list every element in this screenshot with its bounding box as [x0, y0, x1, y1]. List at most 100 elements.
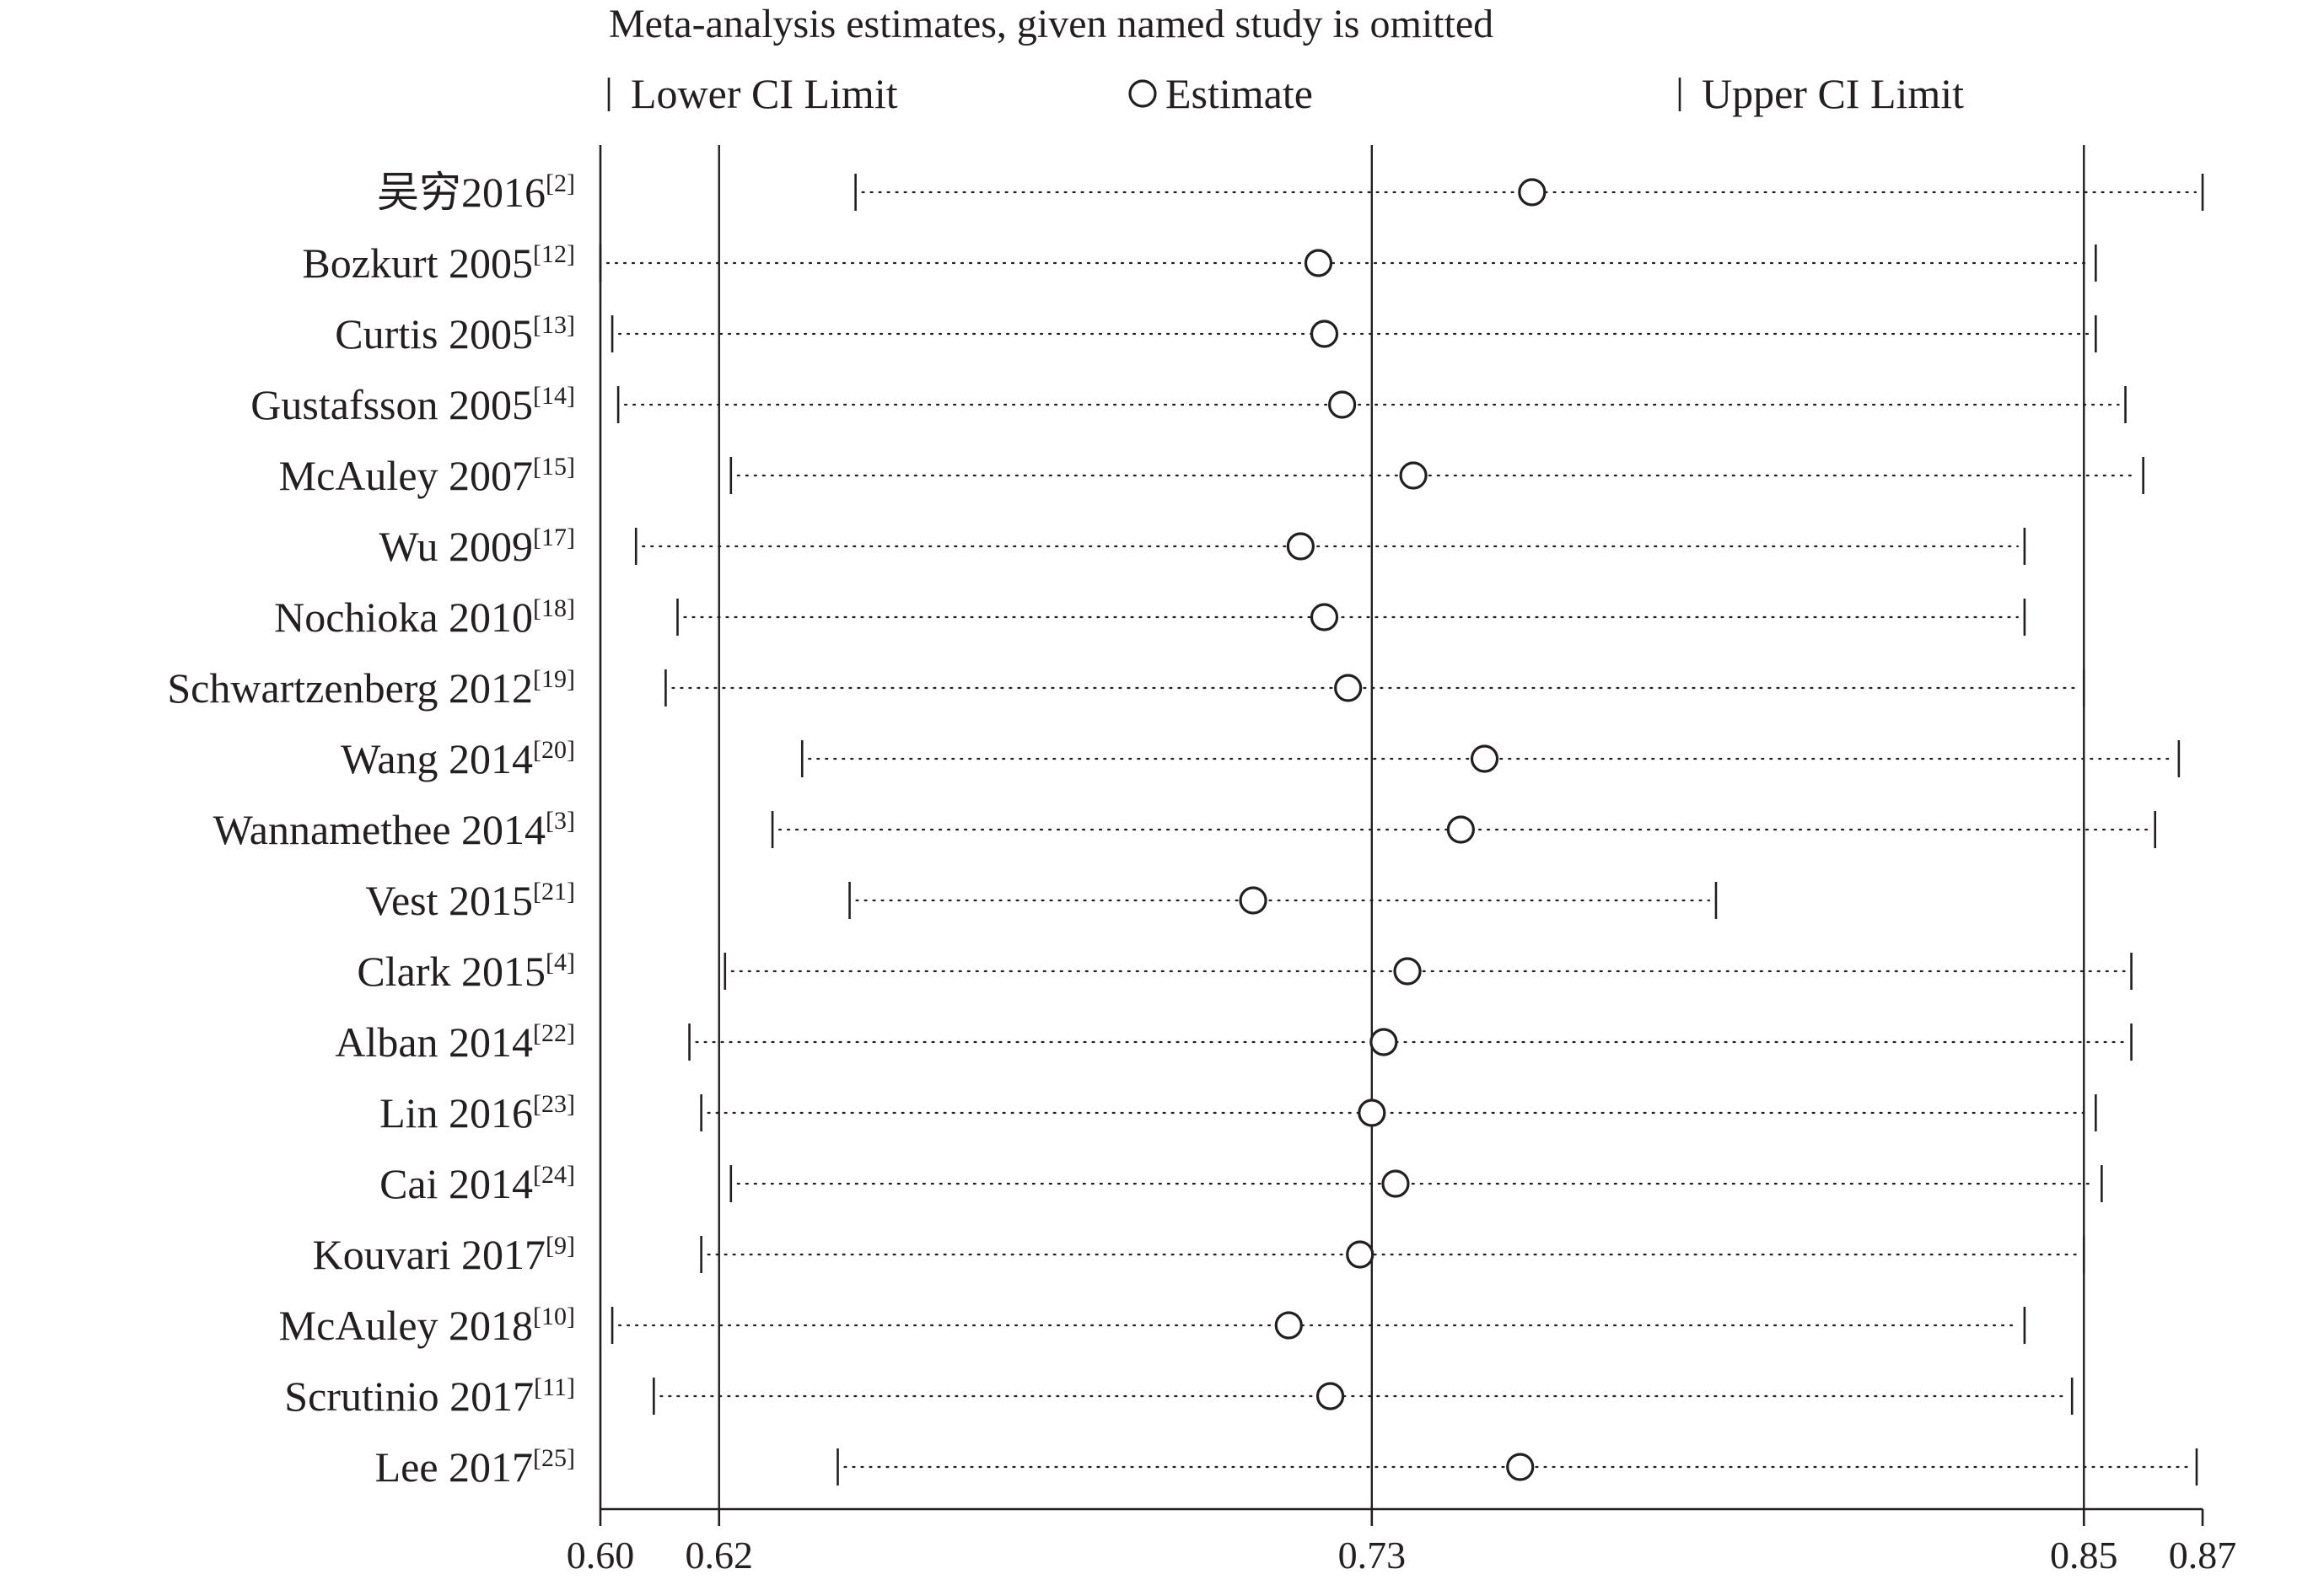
study-ref-15: [9] — [546, 1232, 575, 1260]
study-ref-1: [12] — [533, 240, 575, 268]
study-name-17: Scrutinio 2017 — [284, 1373, 534, 1420]
study-label-2: Curtis 2005[13] — [335, 310, 575, 357]
estimate-point-5 — [1286, 532, 1315, 561]
study-ref-18: [25] — [533, 1444, 575, 1472]
study-label-13: Lin 2016[23] — [379, 1089, 575, 1136]
study-name-4: McAuley 2007 — [279, 452, 533, 499]
study-ref-2: [13] — [533, 311, 575, 339]
study-row-2: Curtis 2005[13] — [335, 310, 2097, 357]
x-tick-label-0: 0.60 — [567, 1534, 635, 1577]
study-row-15: Kouvari 2017[9] — [313, 1231, 2085, 1278]
study-label-7: Schwartzenberg 2012[19] — [167, 664, 575, 712]
study-label-11: Clark 2015[4] — [357, 948, 575, 995]
x-tick-label-1: 0.62 — [685, 1534, 753, 1577]
study-ref-7: [19] — [533, 665, 575, 693]
study-label-6: Nochioka 2010[18] — [274, 594, 575, 641]
estimate-point-1 — [1304, 249, 1333, 277]
estimate-point-14 — [1381, 1169, 1410, 1198]
estimate-point-17 — [1315, 1382, 1345, 1410]
study-ref-0: [2] — [546, 169, 575, 197]
study-name-0: 吴穷2016 — [377, 169, 546, 216]
study-ref-9: [3] — [546, 807, 575, 835]
estimate-point-15 — [1346, 1240, 1374, 1269]
study-name-16: McAuley 2018 — [279, 1302, 533, 1349]
estimate-point-12 — [1369, 1028, 1398, 1056]
estimate-point-8 — [1470, 744, 1499, 773]
estimate-point-13 — [1358, 1099, 1386, 1127]
estimate-point-11 — [1393, 957, 1422, 986]
study-name-1: Bozkurt 2005 — [302, 239, 533, 287]
estimate-point-9 — [1446, 815, 1475, 844]
estimate-point-2 — [1310, 320, 1339, 348]
legend: Lower CI Limit Estimate Upper CI Limit — [607, 70, 1964, 117]
estimate-point-10 — [1239, 886, 1267, 915]
study-label-15: Kouvari 2017[9] — [313, 1231, 575, 1278]
study-name-8: Wang 2014 — [341, 735, 533, 782]
study-label-0: 吴穷2016[2] — [377, 169, 575, 216]
study-ref-14: [24] — [533, 1161, 575, 1189]
study-name-5: Wu 2009 — [379, 523, 533, 570]
study-ref-3: [14] — [533, 382, 575, 410]
study-name-18: Lee 2017 — [375, 1443, 533, 1491]
study-name-2: Curtis 2005 — [335, 310, 533, 357]
study-name-11: Clark 2015 — [357, 948, 546, 995]
study-row-6: Nochioka 2010[18] — [274, 594, 2026, 641]
study-label-18: Lee 2017[25] — [375, 1443, 575, 1491]
study-row-13: Lin 2016[23] — [379, 1089, 2097, 1136]
study-ref-12: [22] — [533, 1019, 575, 1047]
x-tick-label-3: 0.85 — [2050, 1534, 2118, 1577]
study-row-12: Alban 2014[22] — [335, 1018, 2133, 1066]
study-label-17: Scrutinio 2017[11] — [284, 1373, 575, 1420]
study-row-7: Schwartzenberg 2012[19] — [167, 664, 2085, 712]
study-name-12: Alban 2014 — [335, 1018, 533, 1066]
study-label-4: McAuley 2007[15] — [279, 452, 575, 499]
reference-lines — [718, 145, 2085, 1509]
study-name-13: Lin 2016 — [379, 1089, 533, 1136]
study-name-3: Gustafsson 2005 — [250, 381, 533, 428]
study-row-18: Lee 2017[25] — [375, 1443, 2198, 1491]
study-name-7: Schwartzenberg 2012 — [167, 664, 533, 712]
study-ref-6: [18] — [533, 594, 575, 622]
study-row-8: Wang 2014[20] — [341, 735, 2181, 782]
study-label-14: Cai 2014[24] — [379, 1160, 575, 1207]
study-row-11: Clark 2015[4] — [357, 948, 2133, 995]
chart-title: Meta-analysis estimates, given named stu… — [609, 2, 1493, 46]
estimate-point-3 — [1328, 390, 1357, 419]
study-ref-11: [4] — [546, 948, 575, 976]
study-label-9: Wannamethee 2014[3] — [213, 806, 575, 853]
study-row-16: McAuley 2018[10] — [279, 1302, 2026, 1349]
x-tick-label-4: 0.87 — [2169, 1534, 2237, 1577]
study-name-6: Nochioka 2010 — [274, 594, 533, 641]
estimate-point-16 — [1274, 1311, 1303, 1340]
study-label-8: Wang 2014[20] — [341, 735, 575, 782]
study-row-17: Scrutinio 2017[11] — [284, 1373, 2074, 1420]
study-rows: 吴穷2016[2] Bozkurt 2005[12] Curtis 2005[13]… — [167, 169, 2204, 1491]
legend-estimate-label: Estimate — [1165, 70, 1313, 117]
x-tick-label-2: 0.73 — [1338, 1534, 1407, 1577]
study-label-1: Bozkurt 2005[12] — [302, 239, 575, 287]
study-label-12: Alban 2014[22] — [335, 1018, 575, 1066]
legend-lower-ci-label: Lower CI Limit — [631, 70, 898, 117]
study-row-10: Vest 2015[21] — [365, 877, 1718, 924]
study-ref-16: [10] — [533, 1303, 575, 1330]
study-name-15: Kouvari 2017 — [313, 1231, 546, 1278]
study-row-0: 吴穷2016[2] — [377, 169, 2204, 216]
estimate-point-0 — [1518, 178, 1547, 207]
study-row-4: McAuley 2007[15] — [279, 452, 2144, 499]
study-row-14: Cai 2014[24] — [379, 1160, 2103, 1207]
study-ref-17: [11] — [534, 1373, 575, 1401]
study-row-9: Wannamethee 2014[3] — [213, 806, 2157, 853]
study-name-14: Cai 2014 — [379, 1160, 533, 1207]
study-ref-5: [17] — [533, 524, 575, 551]
study-label-5: Wu 2009[17] — [379, 523, 575, 570]
estimate-point-6 — [1310, 603, 1339, 631]
study-row-3: Gustafsson 2005[14] — [250, 381, 2127, 428]
study-row-1: Bozkurt 2005[12] — [302, 239, 2097, 287]
legend-estimate-marker — [1128, 79, 1157, 108]
study-ref-8: [20] — [533, 736, 575, 764]
study-ref-4: [15] — [533, 453, 575, 481]
x-axis: 0.60 0.62 0.73 0.85 0.87 — [567, 145, 2237, 1577]
estimate-point-18 — [1506, 1453, 1535, 1481]
